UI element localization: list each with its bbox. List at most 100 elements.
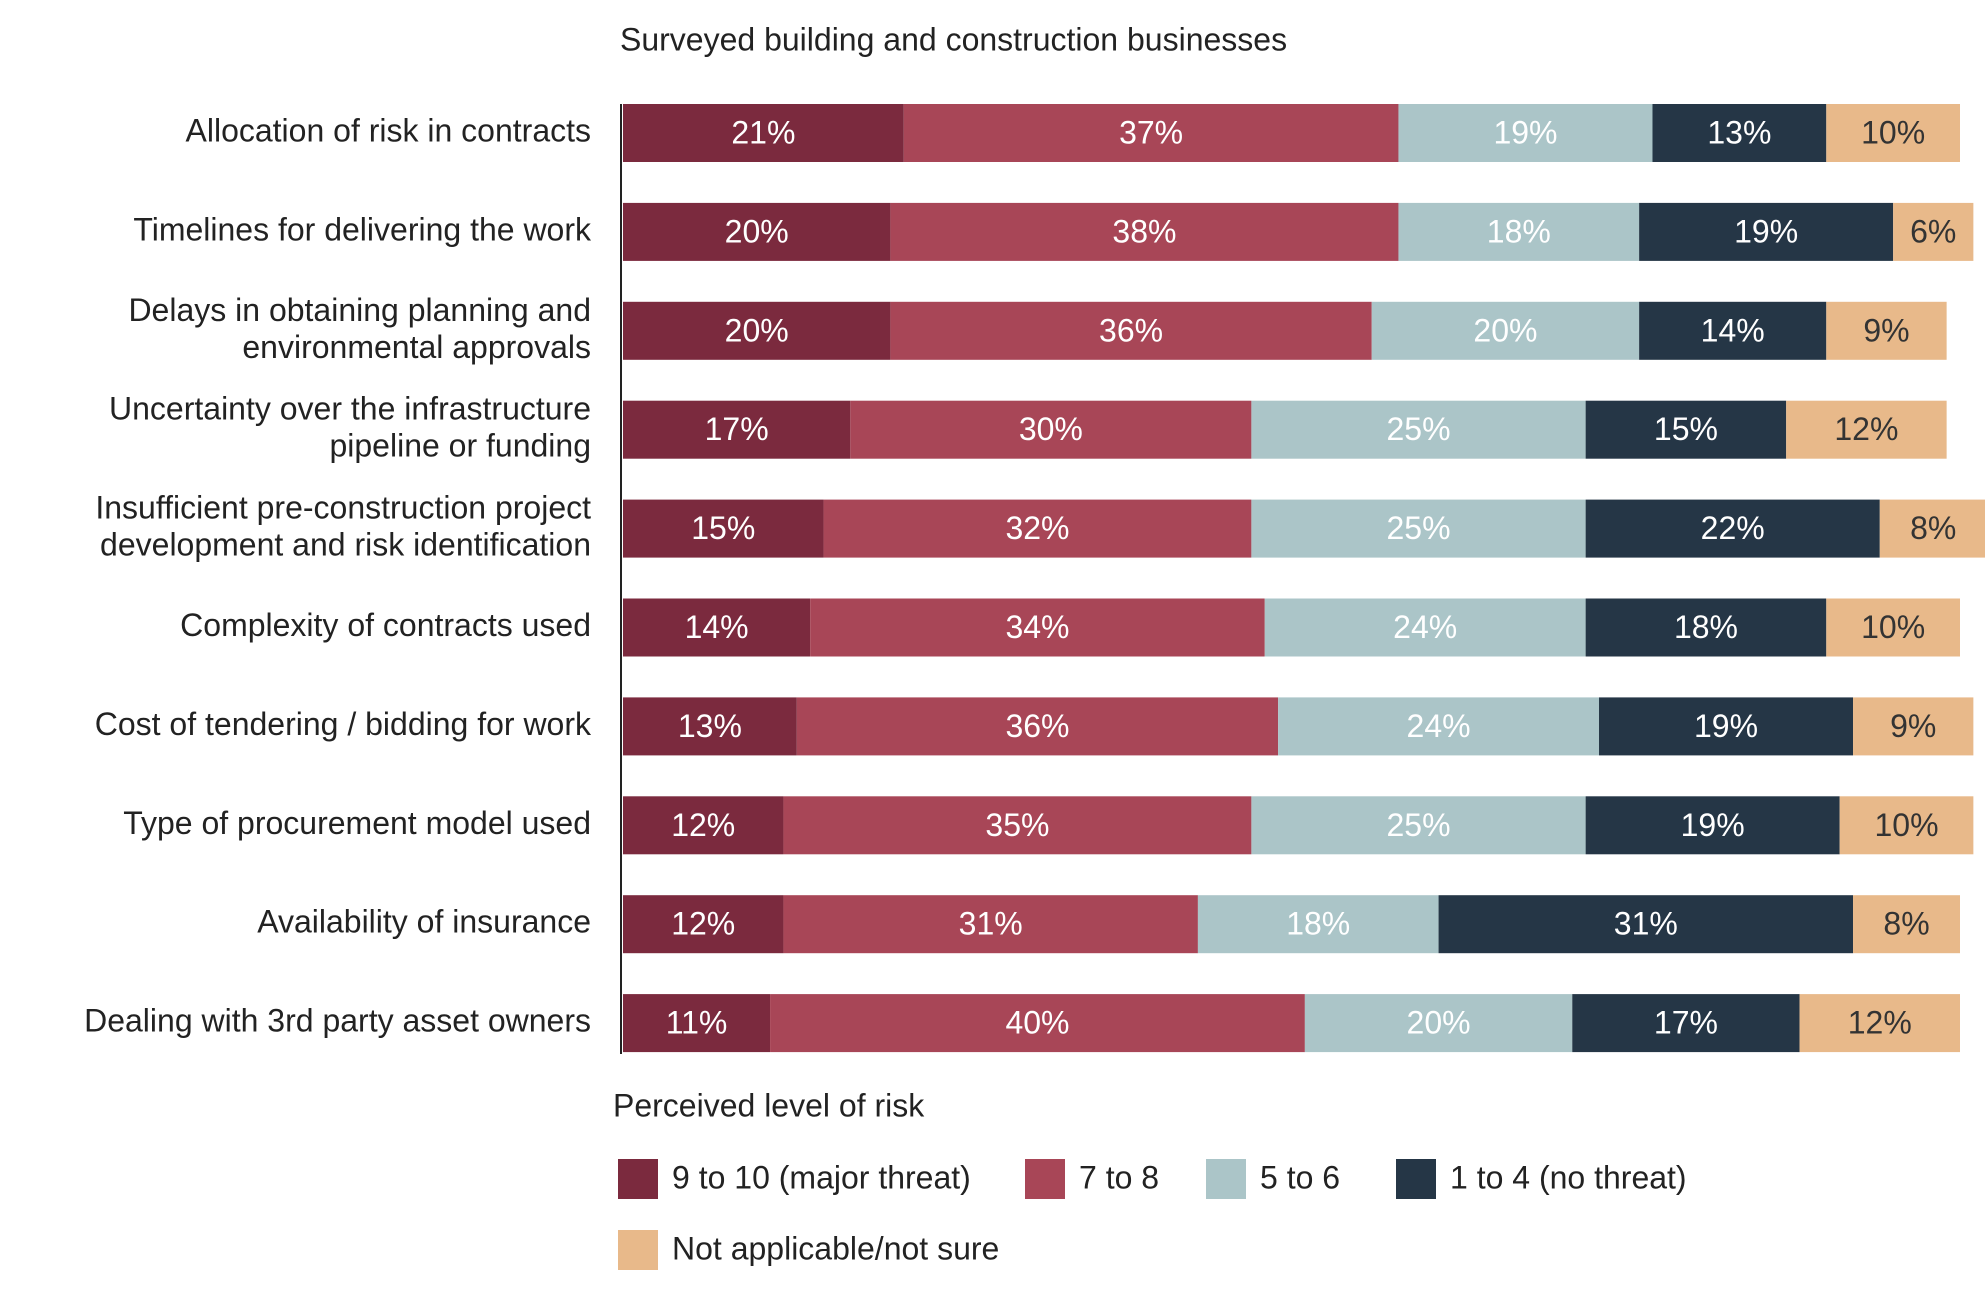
- data-label: 34%: [1005, 609, 1069, 645]
- category-label: environmental approvals: [242, 329, 591, 365]
- bar-segment: [783, 796, 1252, 855]
- bar-segment: [1438, 895, 1854, 954]
- data-label: 12%: [1834, 411, 1898, 447]
- bar-segment: [1251, 499, 1586, 558]
- bar-segment: [1652, 104, 1827, 162]
- bar-segment: [1264, 598, 1586, 657]
- bar-segment: [1853, 895, 1960, 954]
- data-label: 20%: [725, 213, 789, 249]
- category-label: Allocation of risk in contracts: [186, 112, 592, 148]
- chart-title: Surveyed building and construction busin…: [620, 21, 1287, 57]
- data-label: 20%: [725, 312, 789, 348]
- bar-segment: [1879, 499, 1985, 558]
- bar-segment: [1251, 796, 1586, 855]
- bar-segment: [1639, 202, 1894, 261]
- bar-segment: [1398, 104, 1653, 162]
- category-label: Delays in obtaining planning and: [128, 292, 591, 328]
- data-label: 14%: [1701, 312, 1765, 348]
- legend-swatch: [1396, 1159, 1436, 1199]
- data-label: 11%: [666, 1005, 728, 1041]
- category-label: Timelines for delivering the work: [133, 211, 592, 247]
- data-label: 10%: [1874, 807, 1938, 843]
- data-label: 36%: [1099, 312, 1163, 348]
- category-label: Cost of tendering / bidding for work: [95, 706, 592, 742]
- legend-label: 5 to 6: [1260, 1159, 1340, 1195]
- data-label: 12%: [671, 906, 735, 942]
- legend-swatch: [1025, 1159, 1065, 1199]
- category-label: pipeline or funding: [329, 428, 591, 464]
- data-label: 19%: [1681, 807, 1745, 843]
- data-label: 32%: [1005, 510, 1069, 546]
- data-label: 24%: [1407, 708, 1471, 744]
- data-label: 21%: [731, 114, 795, 150]
- data-label: 31%: [959, 906, 1023, 942]
- data-label: 31%: [1614, 906, 1678, 942]
- bar-segment: [1585, 598, 1827, 657]
- bar-segment: [796, 697, 1279, 756]
- bar-segment: [783, 895, 1198, 954]
- category-label: Insufficient pre-construction project: [95, 490, 591, 526]
- bar-segment: [1839, 796, 1974, 855]
- category-label: Type of procurement model used: [123, 805, 591, 841]
- data-label: 25%: [1386, 807, 1450, 843]
- data-label: 9%: [1863, 312, 1909, 348]
- bar-segment: [823, 499, 1252, 558]
- data-label: 30%: [1019, 411, 1083, 447]
- legend-swatch: [1206, 1159, 1246, 1199]
- legend-label: 7 to 8: [1079, 1159, 1159, 1195]
- bar-segment: [1599, 697, 1854, 756]
- data-label: 13%: [678, 708, 742, 744]
- bar-segment: [1197, 895, 1439, 954]
- data-label: 15%: [691, 510, 755, 546]
- data-label: 6%: [1910, 213, 1956, 249]
- data-label: 14%: [685, 609, 749, 645]
- bar-segment: [623, 202, 891, 261]
- bar-segment: [1585, 400, 1787, 459]
- bar-segment: [623, 499, 824, 558]
- bar-segment: [623, 697, 797, 756]
- legend-label: 1 to 4 (no threat): [1450, 1159, 1687, 1195]
- data-label: 8%: [1910, 510, 1956, 546]
- bar-segment: [890, 301, 1372, 360]
- bar-segment: [1799, 994, 1960, 1053]
- bar-segment: [850, 400, 1252, 459]
- bar-segment: [1371, 301, 1640, 360]
- category-label: Dealing with 3rd party asset owners: [84, 1003, 591, 1039]
- data-label: 17%: [1654, 1005, 1718, 1041]
- data-label: 12%: [1848, 1005, 1912, 1041]
- bar-segment: [623, 895, 784, 954]
- bar-segment: [1826, 301, 1947, 360]
- data-label: 38%: [1112, 213, 1176, 249]
- bar-segment: [1893, 202, 1974, 261]
- bar-segment: [623, 994, 771, 1053]
- data-label: 9%: [1890, 708, 1936, 744]
- data-label: 40%: [1005, 1005, 1069, 1041]
- data-label: 19%: [1734, 213, 1798, 249]
- data-label: 10%: [1861, 114, 1925, 150]
- data-label: 8%: [1883, 906, 1929, 942]
- data-label: 13%: [1707, 114, 1771, 150]
- bar-segment: [623, 104, 904, 162]
- bar-segment: [1278, 697, 1600, 756]
- data-label: 24%: [1393, 609, 1457, 645]
- data-label: 12%: [671, 807, 735, 843]
- category-label: Availability of insurance: [257, 904, 591, 940]
- bar-segment: [890, 202, 1399, 261]
- bar-segment: [1572, 994, 1800, 1053]
- data-label: 10%: [1861, 609, 1925, 645]
- bar-segment: [1853, 697, 1974, 756]
- data-label: 18%: [1674, 609, 1738, 645]
- data-label: 19%: [1694, 708, 1758, 744]
- legend-swatch: [618, 1230, 658, 1270]
- bar-segment: [1826, 104, 1960, 162]
- bar-segment: [1585, 796, 1840, 855]
- bar-segment: [1251, 400, 1586, 459]
- bar-segment: [1585, 499, 1880, 558]
- data-label: 25%: [1386, 411, 1450, 447]
- category-label: Uncertainty over the infrastructure: [109, 391, 591, 427]
- bar-segment: [1639, 301, 1827, 360]
- data-label: 15%: [1654, 411, 1718, 447]
- data-label: 25%: [1386, 510, 1450, 546]
- data-label: 37%: [1119, 114, 1183, 150]
